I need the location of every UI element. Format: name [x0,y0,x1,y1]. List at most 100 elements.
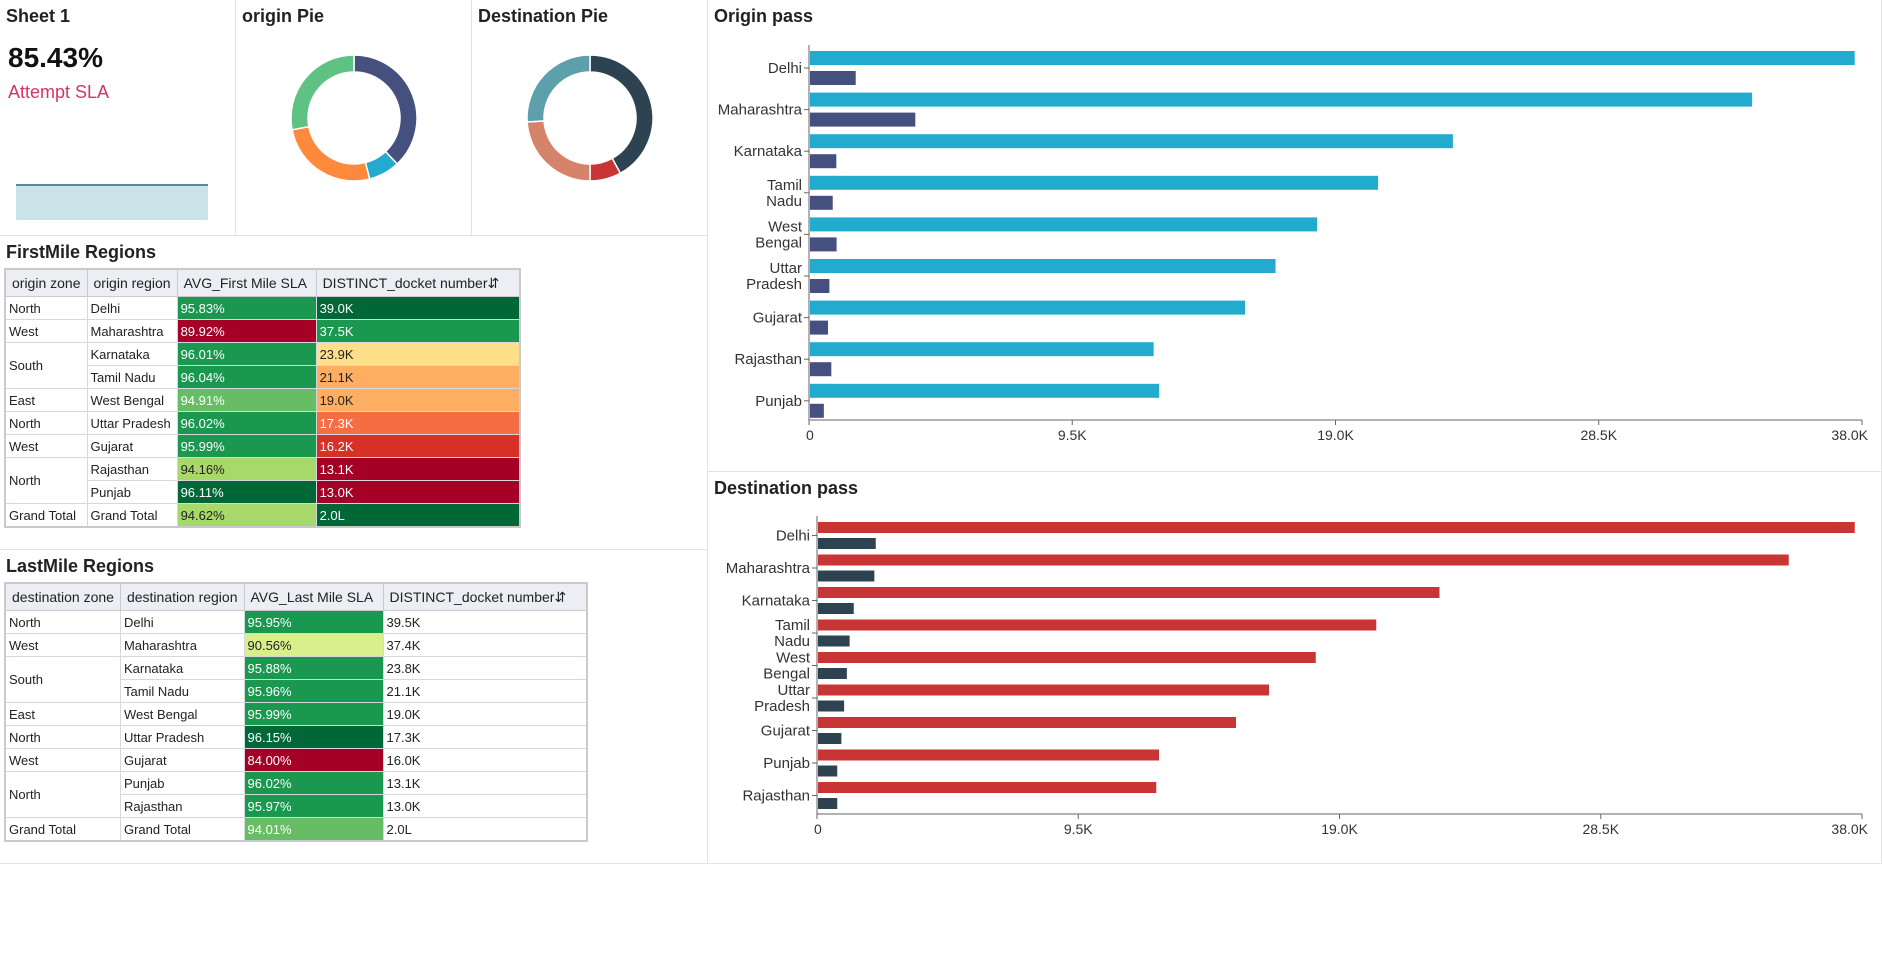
origin-pass-bar-pass-4[interactable] [810,217,1318,232]
sla-cell: 95.95% [243,610,384,634]
col-avg-first-mile-sla[interactable]: AVG_First Mile SLA [176,268,317,297]
table-row[interactable]: West Maharashtra 90.56% 37.4K [4,633,587,657]
origin-pass-bar-fail-5[interactable] [810,279,830,293]
table-row[interactable]: West Gujarat 95.99% 16.2K [4,434,521,458]
destination-pass-category-label: Tamil [775,617,810,634]
sla-cell: 95.97% [243,794,384,818]
region-cell: Grand Total [86,503,178,528]
destination-pie-panel: Destination Pie [472,0,708,236]
origin-pass-tick-label: 38.0K [1831,427,1868,443]
zone-cell: South [4,656,121,703]
destination-pass-bar-fail-1[interactable] [818,570,875,582]
table-row[interactable]: North Uttar Pradesh 96.02% 17.3K [4,411,521,435]
destination-pass-bar-fail-2[interactable] [818,603,854,614]
origin-pie-title: origin Pie [242,6,325,26]
origin-pass-bar-fail-6[interactable] [810,320,829,335]
col-origin-region[interactable]: origin region [86,268,178,297]
docket-count-cell: 13.0K [382,794,587,818]
origin-pie-slice-2[interactable] [291,125,371,182]
zone-cell: North [4,610,121,634]
grand-total-row[interactable]: Grand Total Grand Total 94.01% 2.0L [4,817,587,842]
region-cell: West Bengal [119,702,245,726]
grand-total-row[interactable]: Grand Total Grand Total 94.62% 2.0L [4,503,521,528]
destination-pass-bar-pass-8[interactable] [818,782,1157,793]
origin-pass-bar-fail-8[interactable] [810,403,824,418]
region-cell: Rajasthan [86,457,178,481]
sla-cell: 95.99% [243,702,384,726]
destination-pass-bar-fail-5[interactable] [818,700,845,712]
origin-pass-bar-fail-4[interactable] [810,237,837,252]
destination-pass-bar-pass-1[interactable] [818,554,1789,566]
destination-pie-slice-0[interactable] [589,54,654,175]
region-cell: Karnataka [119,656,245,680]
region-cell: Rajasthan [119,794,245,818]
table-row[interactable]: North Punjab 96.02% 13.1K [4,771,587,818]
origin-pass-bar-fail-2[interactable] [810,154,837,169]
table-row[interactable]: South Karnataka 95.88% 23.8K [4,656,587,703]
table-row[interactable]: West Gujarat 84.00% 16.0K [4,748,587,772]
destination-pass-bar-fail-0[interactable] [818,538,876,549]
origin-pass-bar-pass-3[interactable] [810,175,1379,190]
origin-pass-bar-pass-1[interactable] [810,92,1753,107]
destination-pass-bar-pass-7[interactable] [818,749,1159,761]
destination-pie-slice-3[interactable] [526,54,591,123]
destination-pass-category-label: Nadu [774,633,810,650]
destination-pass-bar-fail-6[interactable] [818,733,842,744]
destination-pass-bar-pass-0[interactable] [818,522,1855,533]
destination-pass-bar-pass-5[interactable] [818,684,1269,696]
destination-pass-bar-pass-3[interactable] [818,619,1377,631]
destination-pass-bar-pass-2[interactable] [818,587,1440,598]
origin-pass-bar-pass-2[interactable] [810,134,1453,149]
origin-pie-chart [290,54,418,182]
col-origin-zone[interactable]: origin zone [4,268,88,297]
region-cell: Karnataka [86,342,178,366]
table-row[interactable]: North Uttar Pradesh 96.15% 17.3K [4,725,587,749]
table-row[interactable]: South Karnataka 96.01% 23.9K [4,342,521,389]
origin-pass-bar-fail-1[interactable] [810,112,916,127]
table-row[interactable]: North Rajasthan 94.16% 13.1K [4,457,521,504]
origin-pass-tick-label: 19.0K [1317,427,1354,443]
table-row[interactable]: West Maharashtra 89.92% 37.5K [4,319,521,343]
destination-pie-slice-2[interactable] [526,120,591,182]
docket-count-cell: 23.9K [315,342,521,366]
table-row[interactable]: Tamil Nadu 96.04% 21.1K [5,365,521,389]
col-distinct-docket[interactable]: DISTINCT_docket number⇵ [382,582,587,611]
col-destination-region[interactable]: destination region [119,582,245,611]
table-row[interactable]: North Delhi 95.83% 39.0K [4,296,521,320]
table-row[interactable]: Punjab 96.11% 13.0K [5,480,521,504]
destination-pass-bar-fail-7[interactable] [818,765,838,777]
destination-pass-bar-pass-4[interactable] [818,652,1316,663]
table-row[interactable]: North Delhi 95.95% 39.5K [4,610,587,634]
zone-cell: North [4,725,121,749]
origin-pass-bar-pass-5[interactable] [810,259,1276,273]
table-row[interactable]: Tamil Nadu 95.96% 21.1K [5,679,587,703]
col-distinct-docket[interactable]: DISTINCT_docket number⇵ [315,268,521,297]
destination-pass-bar-fail-8[interactable] [818,798,838,809]
destination-pass-category-label: Bengal [763,666,810,683]
origin-pass-bar-fail-7[interactable] [810,362,832,377]
col-avg-last-mile-sla[interactable]: AVG_Last Mile SLA [243,582,384,611]
table-row[interactable]: East West Bengal 95.99% 19.0K [4,702,587,726]
table-row[interactable]: Rajasthan 95.97% 13.0K [5,794,587,818]
origin-pie-slice-3[interactable] [290,54,355,131]
firstmile-title: FirstMile Regions [6,242,157,262]
docket-count-cell: 13.1K [382,771,587,795]
origin-pass-tick-label: 28.5K [1580,427,1617,443]
origin-pass-bar-fail-3[interactable] [810,195,833,210]
destination-pass-category-label: Uttar [777,682,810,699]
sla-cell: 94.16% [176,457,317,481]
origin-pie-slice-0[interactable] [353,54,418,165]
destination-pass-bar-fail-4[interactable] [818,668,847,679]
docket-count-cell: 2.0L [315,503,521,528]
region-cell: Delhi [86,296,178,320]
col-destination-zone[interactable]: destination zone [4,582,121,611]
table-row[interactable]: East West Bengal 94.91% 19.0K [4,388,521,412]
origin-pass-bar-pass-8[interactable] [810,383,1160,398]
origin-pass-bar-pass-0[interactable] [810,51,1855,65]
origin-pass-bar-pass-7[interactable] [810,342,1154,357]
destination-pass-bar-pass-6[interactable] [818,717,1236,728]
origin-pass-bar-fail-0[interactable] [810,71,856,85]
origin-pass-bar-pass-6[interactable] [810,300,1246,315]
docket-count-cell: 17.3K [315,411,521,435]
destination-pass-bar-fail-3[interactable] [818,635,850,647]
